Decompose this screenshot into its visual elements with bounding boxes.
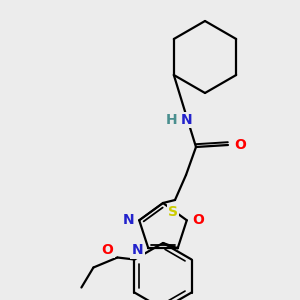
- Text: O: O: [234, 138, 246, 152]
- Text: O: O: [101, 242, 113, 256]
- Text: N: N: [131, 243, 143, 257]
- Text: S: S: [168, 205, 178, 219]
- Text: N: N: [181, 113, 193, 127]
- Text: H: H: [166, 113, 178, 127]
- Text: O: O: [192, 213, 204, 227]
- Text: N: N: [122, 213, 134, 227]
